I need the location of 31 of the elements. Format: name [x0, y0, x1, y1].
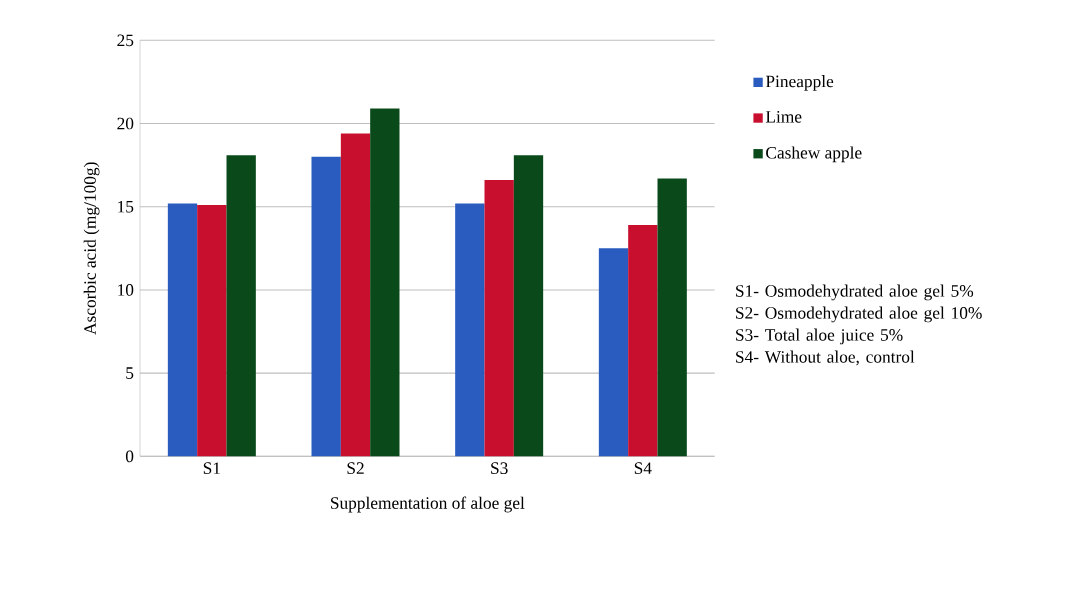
text: S1- Osmodehydrated aloe gel 5%: [736, 284, 974, 301]
bar: [513, 155, 544, 457]
bar: [657, 178, 687, 457]
bar: [598, 248, 629, 457]
bar: [226, 155, 256, 457]
x-axis-title: Supplementation of aloe gel: [331, 496, 525, 513]
text: S4- Without aloe, control: [736, 350, 915, 366]
bar: [311, 156, 341, 457]
legend-label: Cashew apple: [766, 146, 862, 163]
y-tick-label: 25: [117, 34, 134, 47]
bar: [340, 133, 371, 457]
legend-label: Lime: [765, 111, 802, 123]
bar: [370, 108, 400, 457]
y-tick-label: 0: [125, 450, 134, 463]
bar: [628, 225, 658, 457]
bar: [167, 203, 198, 457]
y-tick-label: 15: [118, 200, 134, 213]
bar: [484, 180, 514, 457]
y-axis-title: Ascorbic acid (mg/100g): [83, 162, 100, 335]
x-tick-label: S1: [203, 462, 220, 475]
text: S2- Osmodehydrated aloe gel 10%: [736, 306, 982, 323]
y-tick-label: 10: [118, 284, 134, 296]
x-tick-label: S2: [347, 462, 364, 475]
x-tick-label: S3: [491, 462, 508, 475]
bar: [197, 205, 227, 457]
text: S3- Total aloe juice 5%: [736, 328, 903, 345]
legend-label: Pineapple: [765, 75, 834, 91]
y-tick-label: 20: [117, 117, 134, 130]
bar: [455, 203, 485, 457]
y-tick-label: 5: [126, 367, 134, 379]
x-tick-label: S4: [634, 462, 652, 475]
